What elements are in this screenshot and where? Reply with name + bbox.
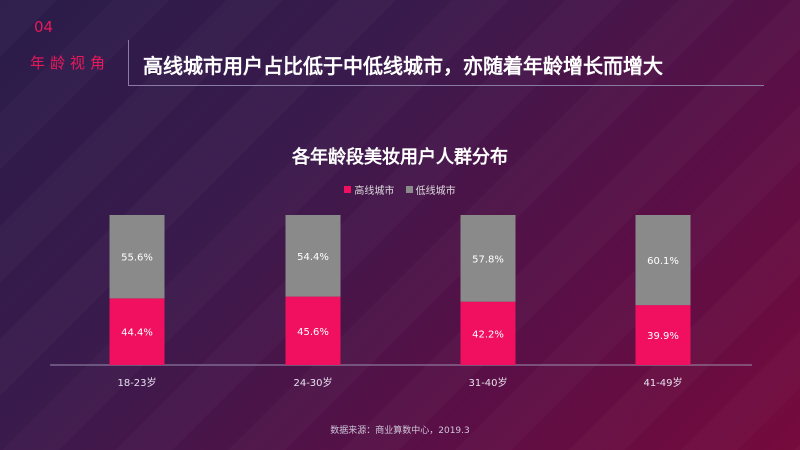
bar-segment-high-tier [285,296,341,365]
data-label: 45.6% [297,327,329,338]
section-number: 04 [34,18,54,36]
data-label: 60.1% [647,256,679,267]
section-name: 年龄视角 [30,54,111,72]
legend-swatch-high-tier [344,186,352,193]
x-tick-label: 24-30岁 [293,376,332,389]
data-source: 数据来源：商业算数中心，2019.3 [330,426,470,436]
x-tick-label: 31-40岁 [468,376,507,389]
header-divider-vertical [128,40,129,86]
data-label: 39.9% [647,331,679,342]
data-label: 54.4% [297,252,329,263]
data-label: 57.8% [472,254,504,265]
bar-segment-high-tier [460,301,516,365]
bar-segment-high-tier [109,298,165,365]
bar-segment-low-tier [460,215,516,302]
data-label: 55.6% [121,253,153,264]
legend-label-high-tier: 高线城市 [354,186,395,197]
bar-segment-low-tier [109,215,165,299]
legend-item-low-tier: 低线城市 [405,182,456,197]
chart-legend: 高线城市 低线城市 [0,182,800,197]
x-tick-label: 41-49岁 [643,376,682,389]
legend-label-low-tier: 低线城市 [415,186,456,197]
bar-segment-high-tier [635,305,691,365]
legend-item-high-tier: 高线城市 [344,182,394,197]
page-headline: 高线城市用户占比低于中低线城市，亦随着年龄增长而增大 [143,54,663,78]
legend-swatch-low-tier [405,186,413,193]
data-label: 44.4% [121,328,153,339]
x-tick-label: 18-23岁 [117,376,156,389]
bar-segment-low-tier [285,215,341,297]
bar-segment-low-tier [635,215,691,306]
header-divider-horizontal [128,85,764,86]
data-label: 42.2% [472,329,504,340]
chart-title: 各年龄段美妆用户人群分布 [292,147,508,168]
